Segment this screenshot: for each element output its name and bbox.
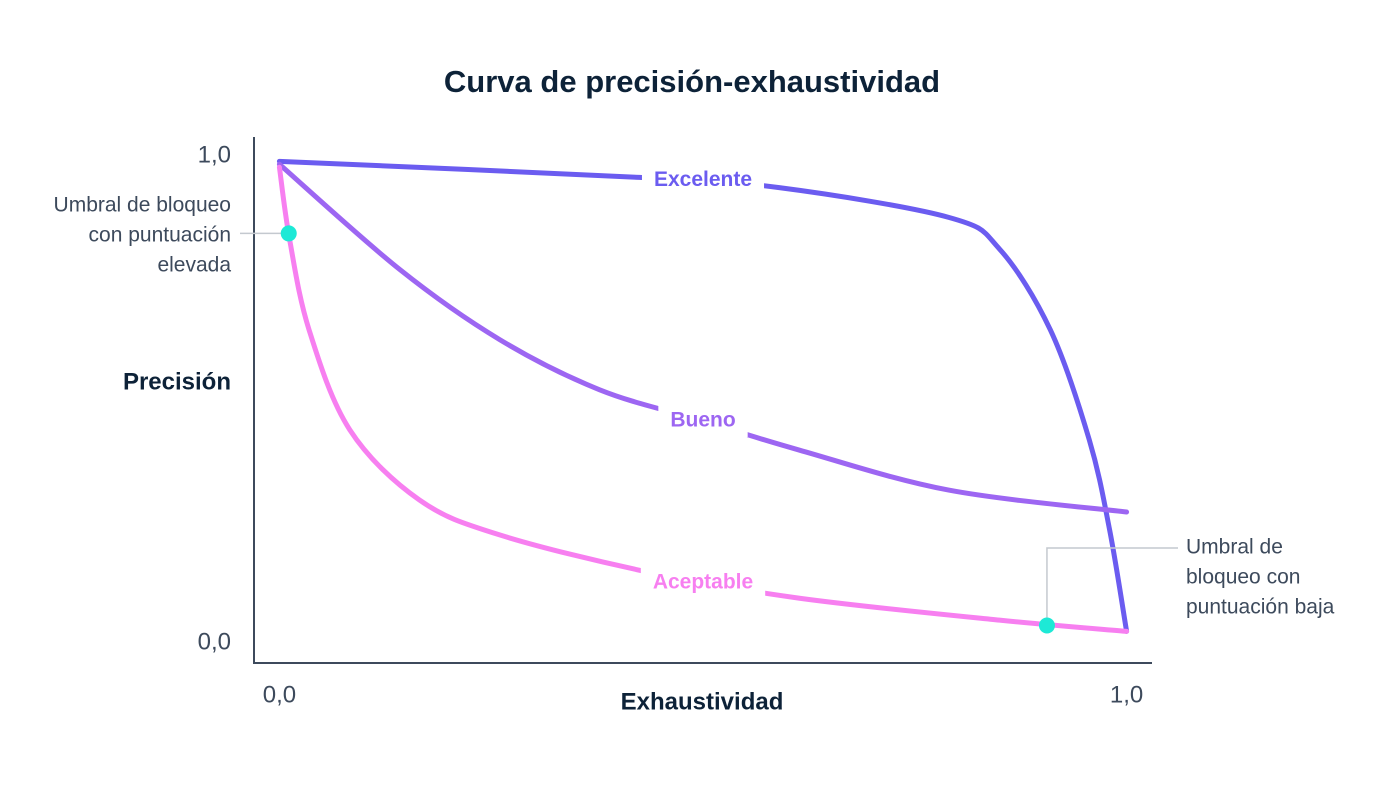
annotation-text: Umbral de: [1186, 536, 1283, 559]
series-label: Aceptable: [653, 571, 753, 594]
x-axis-label: Exhaustividad: [621, 688, 784, 715]
chart-title: Curva de precisión-exhaustividad: [444, 64, 940, 99]
series-line: [276, 158, 1130, 634]
annotation-text: con puntuación: [89, 224, 231, 247]
annotation-connector: [1046, 547, 1178, 618]
series-label-bg: [640, 566, 766, 599]
y-tick-label: 0,0: [198, 629, 231, 656]
annotation-marker: [1038, 617, 1055, 634]
annotation-text: bloqueo con: [1186, 566, 1300, 589]
annotation-text: elevada: [157, 254, 231, 277]
series-line: [276, 161, 1130, 515]
series-label: Excelente: [654, 168, 752, 191]
series-label: Bueno: [670, 409, 735, 432]
series-label-bg: [658, 404, 748, 437]
series-label-bg: [641, 164, 765, 197]
y-axis-label: Precisión: [123, 368, 231, 395]
annotation-text: puntuación baja: [1186, 596, 1335, 619]
series-line: [276, 164, 1130, 634]
x-tick-label: 0,0: [263, 681, 296, 708]
annotation-marker: [280, 225, 297, 242]
annotation-text: Umbral de bloqueo: [54, 194, 231, 217]
y-tick-label: 1,0: [198, 142, 231, 169]
x-tick-label: 1,0: [1110, 681, 1143, 708]
